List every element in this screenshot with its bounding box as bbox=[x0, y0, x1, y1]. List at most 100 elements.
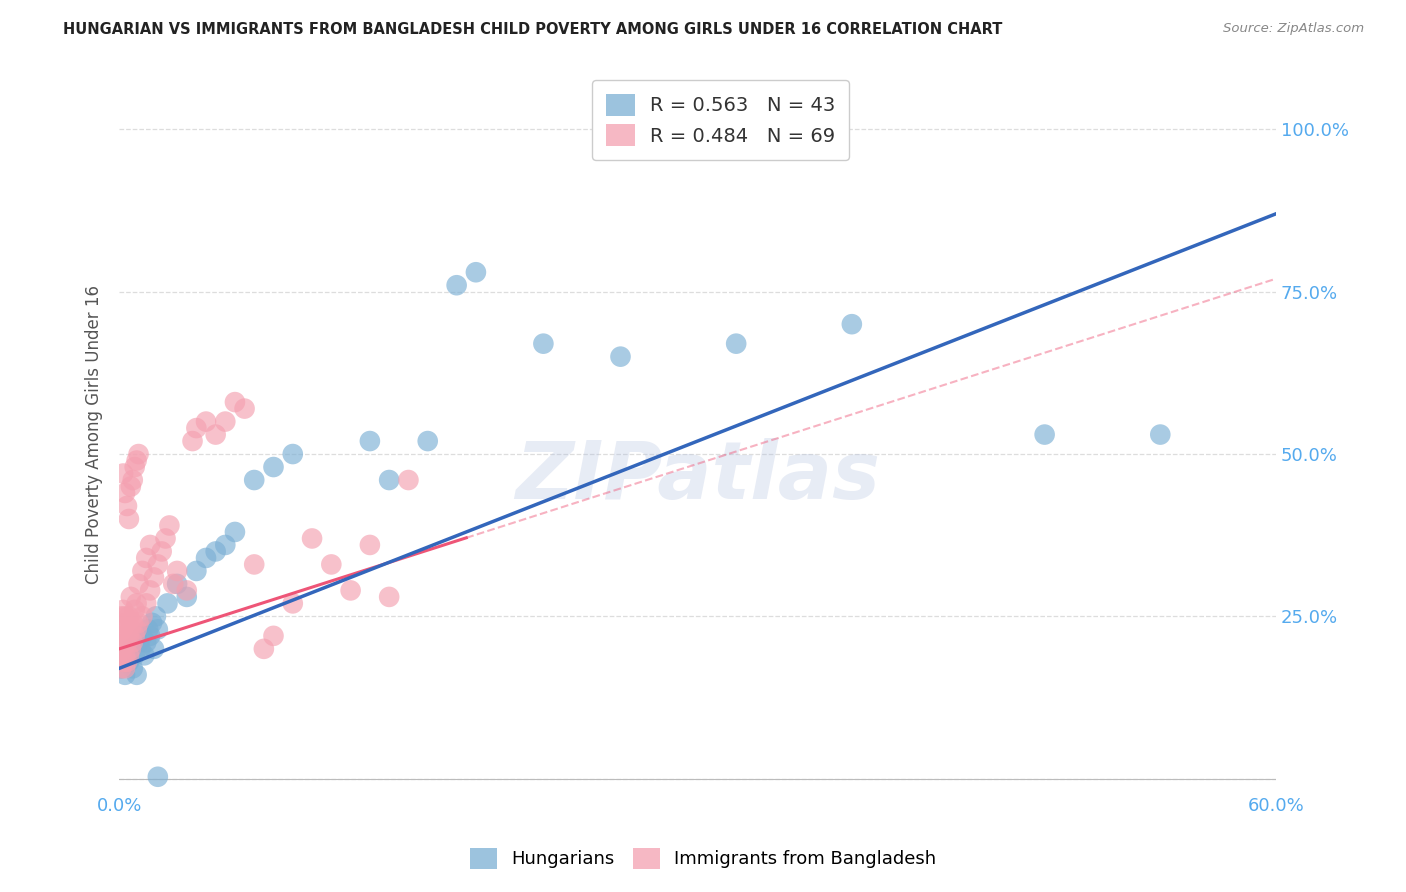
Point bbox=[115, 655, 138, 669]
Point bbox=[110, 661, 132, 675]
Point bbox=[359, 538, 381, 552]
Point bbox=[128, 577, 150, 591]
Point bbox=[135, 596, 157, 610]
Point bbox=[141, 615, 163, 630]
Point bbox=[118, 629, 141, 643]
Point bbox=[124, 460, 146, 475]
Point bbox=[112, 467, 135, 481]
Point bbox=[125, 668, 148, 682]
Point bbox=[118, 512, 141, 526]
Text: ZIPatlas: ZIPatlas bbox=[515, 439, 880, 516]
Point bbox=[128, 635, 150, 649]
Text: Source: ZipAtlas.com: Source: ZipAtlas.com bbox=[1223, 22, 1364, 36]
Point bbox=[112, 655, 135, 669]
Point bbox=[112, 603, 135, 617]
Point bbox=[176, 590, 198, 604]
Point bbox=[125, 453, 148, 467]
Point bbox=[143, 641, 166, 656]
Point bbox=[446, 278, 468, 293]
Point bbox=[121, 615, 143, 630]
Point bbox=[146, 623, 169, 637]
Point bbox=[112, 623, 135, 637]
Legend: R = 0.563   N = 43, R = 0.484   N = 69: R = 0.563 N = 43, R = 0.484 N = 69 bbox=[592, 80, 849, 160]
Point bbox=[118, 648, 141, 663]
Point bbox=[156, 596, 179, 610]
Point bbox=[609, 350, 631, 364]
Point bbox=[339, 583, 361, 598]
Point bbox=[166, 577, 188, 591]
Point bbox=[359, 434, 381, 448]
Point bbox=[125, 596, 148, 610]
Point bbox=[155, 532, 177, 546]
Point bbox=[129, 641, 152, 656]
Point bbox=[195, 550, 218, 565]
Point bbox=[115, 615, 138, 630]
Point bbox=[162, 577, 184, 591]
Point bbox=[120, 641, 142, 656]
Point bbox=[214, 538, 236, 552]
Point bbox=[321, 558, 343, 572]
Point bbox=[1149, 427, 1171, 442]
Point bbox=[135, 550, 157, 565]
Point bbox=[204, 544, 226, 558]
Point bbox=[121, 661, 143, 675]
Point bbox=[263, 460, 285, 475]
Point bbox=[136, 623, 159, 637]
Point bbox=[120, 590, 142, 604]
Point bbox=[841, 317, 863, 331]
Point bbox=[301, 532, 323, 546]
Point bbox=[120, 641, 142, 656]
Point bbox=[1033, 427, 1056, 442]
Point bbox=[224, 524, 246, 539]
Point bbox=[464, 265, 486, 279]
Point bbox=[115, 499, 138, 513]
Point bbox=[416, 434, 439, 448]
Point bbox=[181, 434, 204, 448]
Point bbox=[135, 635, 157, 649]
Point bbox=[139, 538, 162, 552]
Point bbox=[186, 421, 208, 435]
Point bbox=[115, 635, 138, 649]
Point bbox=[243, 473, 266, 487]
Point bbox=[134, 648, 156, 663]
Point bbox=[110, 609, 132, 624]
Point bbox=[120, 623, 142, 637]
Point bbox=[204, 427, 226, 442]
Point bbox=[233, 401, 256, 416]
Point bbox=[281, 596, 304, 610]
Point bbox=[176, 583, 198, 598]
Point bbox=[121, 473, 143, 487]
Point bbox=[124, 629, 146, 643]
Point bbox=[281, 447, 304, 461]
Point bbox=[131, 609, 153, 624]
Point bbox=[253, 641, 276, 656]
Point bbox=[378, 473, 401, 487]
Point bbox=[146, 770, 169, 784]
Point bbox=[143, 570, 166, 584]
Y-axis label: Child Poverty Among Girls Under 16: Child Poverty Among Girls Under 16 bbox=[86, 285, 103, 584]
Legend: Hungarians, Immigrants from Bangladesh: Hungarians, Immigrants from Bangladesh bbox=[463, 840, 943, 876]
Point bbox=[128, 615, 150, 630]
Point bbox=[124, 648, 146, 663]
Point bbox=[121, 635, 143, 649]
Point bbox=[115, 648, 138, 663]
Point bbox=[114, 629, 136, 643]
Point bbox=[243, 558, 266, 572]
Point bbox=[131, 564, 153, 578]
Point bbox=[214, 415, 236, 429]
Point bbox=[114, 609, 136, 624]
Point bbox=[118, 609, 141, 624]
Point bbox=[398, 473, 420, 487]
Point bbox=[195, 415, 218, 429]
Point bbox=[139, 629, 162, 643]
Point bbox=[112, 655, 135, 669]
Point bbox=[128, 447, 150, 461]
Text: HUNGARIAN VS IMMIGRANTS FROM BANGLADESH CHILD POVERTY AMONG GIRLS UNDER 16 CORRE: HUNGARIAN VS IMMIGRANTS FROM BANGLADESH … bbox=[63, 22, 1002, 37]
Point bbox=[114, 661, 136, 675]
Point bbox=[125, 623, 148, 637]
Point bbox=[131, 629, 153, 643]
Point bbox=[224, 395, 246, 409]
Point bbox=[145, 609, 167, 624]
Point bbox=[263, 629, 285, 643]
Point bbox=[124, 603, 146, 617]
